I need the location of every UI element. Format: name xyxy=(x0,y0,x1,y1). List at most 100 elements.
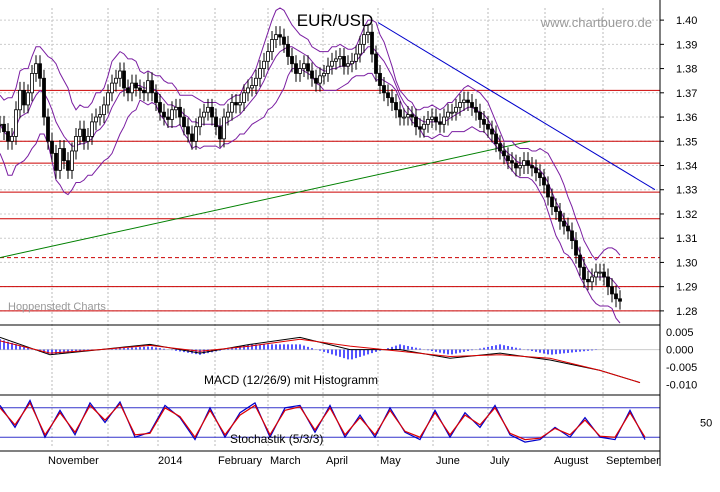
price-candle-113 xyxy=(450,111,454,114)
price-candle-136 xyxy=(542,177,546,186)
price-candle-68 xyxy=(270,39,274,53)
price-candle-48 xyxy=(190,133,194,142)
price-candle-72 xyxy=(286,43,290,57)
x-tick-label-5: May xyxy=(380,455,401,467)
macd-tick-label-2: -0.005 xyxy=(666,362,697,374)
price-candle-150 xyxy=(598,271,602,274)
price-candle-40 xyxy=(158,102,162,113)
price-tick-label-6: 1.34 xyxy=(676,161,697,173)
price-candle-3 xyxy=(10,136,14,142)
bollinger-upper-line xyxy=(0,7,621,261)
price-candle-5 xyxy=(18,89,22,111)
price-candle-61 xyxy=(242,92,246,103)
price-candle-134 xyxy=(534,167,538,174)
price-candle-17 xyxy=(66,160,70,171)
price-candle-91 xyxy=(362,34,366,45)
price-candle-47 xyxy=(186,126,190,135)
price-candle-73 xyxy=(290,56,294,65)
price-candle-90 xyxy=(358,43,362,55)
price-candle-86 xyxy=(342,56,346,67)
price-candle-53 xyxy=(210,106,214,118)
price-candle-132 xyxy=(526,160,530,166)
price-candle-107 xyxy=(426,119,430,125)
price-candle-143 xyxy=(570,230,574,242)
price-candle-29 xyxy=(114,77,118,84)
price-candle-25 xyxy=(98,114,102,118)
price-candle-21 xyxy=(82,128,86,142)
price-candle-131 xyxy=(522,160,526,166)
price-candle-52 xyxy=(206,106,210,113)
price-candle-81 xyxy=(322,73,326,77)
trendlines xyxy=(0,22,656,259)
price-candle-105 xyxy=(418,126,422,130)
bollinger-lower-line xyxy=(0,68,621,324)
price-candle-14 xyxy=(54,152,58,171)
price-candle-35 xyxy=(138,87,142,91)
price-candle-11 xyxy=(42,77,46,118)
price-candle-82 xyxy=(326,65,330,74)
macd-tick-label-3: -0.010 xyxy=(666,379,697,391)
price-tick-label-11: 1.39 xyxy=(676,39,697,51)
price-candle-95 xyxy=(378,73,382,86)
price-candle-65 xyxy=(258,68,262,79)
x-tick-label-8: August xyxy=(554,455,588,467)
price-tick-label-3: 1.31 xyxy=(676,233,697,245)
price-candle-148 xyxy=(590,276,594,283)
price-candle-111 xyxy=(442,116,446,125)
price-candle-20 xyxy=(78,128,82,137)
price-candle-104 xyxy=(414,116,418,128)
price-candle-128 xyxy=(510,160,514,164)
x-tick-label-2: February xyxy=(218,455,263,467)
price-candle-94 xyxy=(374,53,378,74)
price-candle-26 xyxy=(102,104,106,116)
price-candle-110 xyxy=(438,121,442,125)
price-candle-135 xyxy=(538,172,542,179)
price-candle-38 xyxy=(150,80,154,94)
price-candle-117 xyxy=(466,99,470,103)
price-candle-66 xyxy=(262,60,266,69)
price-candle-64 xyxy=(254,77,258,86)
price-candle-10 xyxy=(38,63,42,79)
price-candle-114 xyxy=(454,106,458,113)
price-candle-130 xyxy=(518,165,522,169)
price-candle-108 xyxy=(430,116,434,120)
price-candle-151 xyxy=(602,271,606,278)
price-candle-59 xyxy=(234,102,238,106)
price-candle-109 xyxy=(434,116,438,123)
price-candle-56 xyxy=(222,116,226,140)
price-candle-80 xyxy=(318,75,322,84)
panel-frames xyxy=(0,0,661,466)
price-candle-67 xyxy=(266,51,270,62)
price-candle-63 xyxy=(250,85,254,89)
price-candle-58 xyxy=(230,102,234,113)
price-tick-label-10: 1.38 xyxy=(676,64,697,76)
price-candle-78 xyxy=(310,70,314,79)
price-candle-126 xyxy=(502,150,506,157)
price-candle-70 xyxy=(278,34,282,38)
price-candle-87 xyxy=(346,63,350,67)
price-candle-152 xyxy=(606,276,610,288)
price-candle-37 xyxy=(146,80,150,94)
price-candle-24 xyxy=(94,116,98,123)
x-tick-label-7: July xyxy=(490,455,510,467)
price-candle-103 xyxy=(410,114,414,118)
price-candle-137 xyxy=(546,184,550,198)
price-candle-138 xyxy=(550,196,554,208)
price-candle-79 xyxy=(314,77,318,84)
price-tick-label-4: 1.32 xyxy=(676,209,697,221)
stochastic-label: Stochastik (5/3/3) xyxy=(230,432,323,446)
price-candle-144 xyxy=(574,240,578,256)
trendline-1 xyxy=(377,22,656,191)
price-candle-153 xyxy=(610,286,614,295)
price-candle-140 xyxy=(558,211,562,222)
price-candle-7 xyxy=(26,92,30,106)
bollinger-middle-line xyxy=(0,46,621,290)
price-tick-label-2: 1.30 xyxy=(676,257,697,269)
price-tick-label-8: 1.36 xyxy=(676,112,697,124)
grid xyxy=(0,8,660,447)
price-candle-74 xyxy=(294,63,298,74)
price-candle-42 xyxy=(166,116,170,120)
source-label: www.chartbuero.de xyxy=(540,15,652,30)
